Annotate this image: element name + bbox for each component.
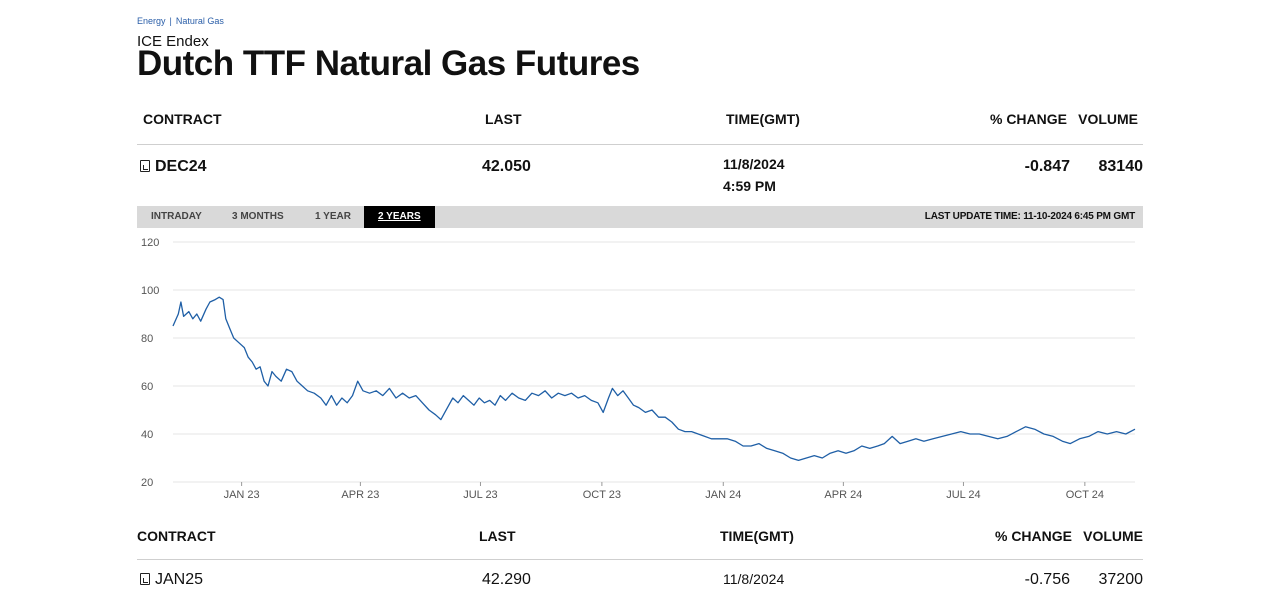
last-price: 42.050 xyxy=(482,158,531,175)
volume-value: 83140 xyxy=(1098,158,1144,175)
trade-date: 11/8/2024 xyxy=(723,156,785,172)
y-tick-label: 40 xyxy=(141,429,153,441)
breadcrumb-separator: | xyxy=(169,16,172,26)
y-tick-label: 120 xyxy=(141,237,159,249)
tab-3-months[interactable]: 3 MONTHS xyxy=(232,211,284,222)
document-chart-icon[interactable] xyxy=(140,160,150,172)
header-time: TIME(GMT) xyxy=(720,528,794,544)
header-contract: CONTRACT xyxy=(143,111,222,127)
y-tick-label: 20 xyxy=(141,477,153,489)
header-last: LAST xyxy=(479,528,516,544)
contract-cell[interactable]: DEC24 xyxy=(140,158,207,176)
header-contract: CONTRACT xyxy=(137,528,216,544)
header-change: % CHANGE xyxy=(989,111,1067,127)
contract-name: DEC24 xyxy=(155,158,207,175)
header-volume: VOLUME xyxy=(1078,111,1138,127)
table-row: DEC24 42.050 11/8/2024 4:59 PM -0.847 83… xyxy=(137,156,1143,200)
x-tick-label: JUL 23 xyxy=(463,489,497,501)
page-title: Dutch TTF Natural Gas Futures xyxy=(137,44,640,83)
price-line xyxy=(172,296,1136,462)
header-time: TIME(GMT) xyxy=(726,111,800,127)
table-header: CONTRACT LAST TIME(GMT) % CHANGE VOLUME xyxy=(137,111,1143,145)
y-tick-label: 80 xyxy=(141,333,153,345)
volume-value: 37200 xyxy=(1098,571,1144,588)
x-tick-label: JAN 24 xyxy=(705,489,741,501)
breadcrumb: Energy | Natural Gas xyxy=(137,16,224,26)
x-tick-label: APR 24 xyxy=(824,489,862,501)
y-tick-label: 100 xyxy=(141,285,159,297)
chart-toolbar: INTRADAY 3 MONTHS 1 YEAR 2 YEARS LAST UP… xyxy=(137,206,1143,228)
table-header-2: CONTRACT LAST TIME(GMT) % CHANGE VOLUME xyxy=(137,528,1143,560)
breadcrumb-energy[interactable]: Energy xyxy=(137,16,166,26)
header-change: % CHANGE xyxy=(994,528,1072,544)
percent-change: -0.847 xyxy=(1024,158,1070,175)
x-tick-label: OCT 24 xyxy=(1066,489,1104,501)
price-chart: 20 40 60 80 100 120 JAN 23 APR 23 JUL 23 OCT 23 JA… xyxy=(141,237,1136,501)
x-tick-label: OCT 23 xyxy=(583,489,621,501)
header-last: LAST xyxy=(485,111,522,127)
last-price: 42.290 xyxy=(482,571,531,588)
x-tick-label: APR 23 xyxy=(341,489,379,501)
table-row: JAN25 42.290 11/8/2024 -0.756 37200 xyxy=(137,571,1143,591)
tab-1-year[interactable]: 1 YEAR xyxy=(315,211,351,222)
tab-intraday[interactable]: INTRADAY xyxy=(151,211,202,222)
header-volume: VOLUME xyxy=(1083,528,1143,544)
trade-time: 4:59 PM xyxy=(723,178,776,194)
y-tick-label: 60 xyxy=(141,381,153,393)
contract-name: JAN25 xyxy=(155,571,204,588)
breadcrumb-natural-gas[interactable]: Natural Gas xyxy=(175,16,224,26)
trade-date: 11/8/2024 xyxy=(723,571,785,587)
tab-2-years[interactable]: 2 YEARS xyxy=(364,206,435,228)
percent-change: -0.756 xyxy=(1024,571,1070,588)
last-update-time: LAST UPDATE TIME: 11-10-2024 6:45 PM GMT xyxy=(924,211,1135,222)
document-chart-icon[interactable] xyxy=(140,573,150,585)
contract-cell[interactable]: JAN25 xyxy=(140,571,203,589)
exchange-name: ICE Endex xyxy=(137,33,209,50)
x-tick-label: JAN 23 xyxy=(224,489,260,501)
x-tick-label: JUL 24 xyxy=(946,489,980,501)
